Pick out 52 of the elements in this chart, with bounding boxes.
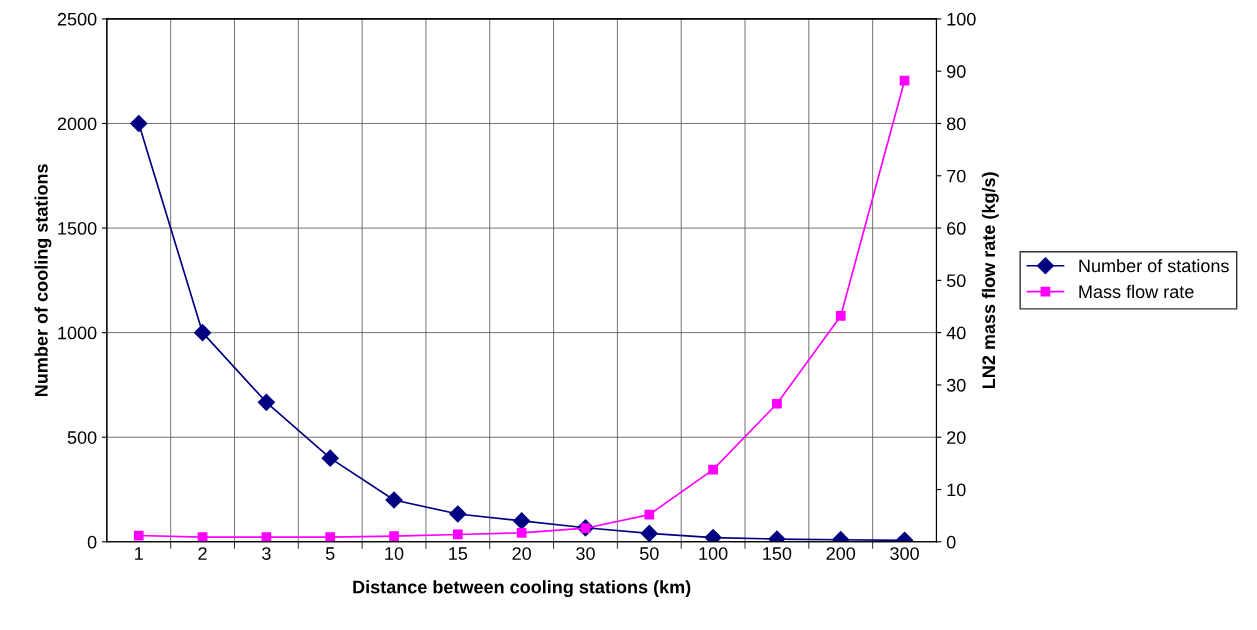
y2-tick-label: 80 [946,117,966,131]
y2-tick-label: 70 [947,169,966,183]
point [452,529,463,540]
point [257,393,275,411]
x-tick-label: 50 [639,547,659,560]
x-tick-label: 200 [826,547,856,560]
point [449,505,467,523]
x-tick-label: 10 [385,547,404,560]
point [325,532,336,542]
point [194,324,212,342]
y2-tick-label: 100 [947,12,976,26]
y-axis-title: Number of cooling stations [34,164,52,396]
y-tick-label: 500 [67,431,97,444]
point [321,449,339,467]
x-tick-label: 1 [135,547,143,560]
y2-tick-label: 60 [947,221,966,235]
point [772,398,782,409]
point [640,524,658,542]
legend-label: Mass flow rate [1079,284,1194,299]
point [644,509,655,520]
point [708,464,718,475]
y-tick-label: 2500 [57,12,97,26]
x-axis-title: Distance between cooling stations (km) [353,580,691,598]
y2-tick-label: 0 [946,535,956,549]
y2-tick-label: 50 [946,274,966,288]
y-tick-label: 1500 [58,221,97,235]
x-tick-label: 5 [325,547,335,560]
x-tick-label: 30 [576,547,595,560]
point [513,512,531,530]
point [516,528,527,538]
y2-tick-label: 40 [946,326,966,340]
legend-label: Number of stations [1079,259,1229,273]
y2-tick-label: 10 [947,483,966,497]
x-tick-label: 20 [512,547,531,560]
y2-axis-title: LN2 mass flow rate (kg/s) [981,172,999,388]
y-tick-label: 1000 [58,326,97,340]
x-tick-label: 15 [449,547,468,560]
x-tick-label: 2 [198,547,207,560]
y-tick-label: 2000 [57,117,97,131]
point [389,531,399,541]
x-tick-label: 100 [699,547,728,560]
point [133,530,144,541]
y-tick-label: 0 [87,535,97,549]
point [835,311,846,321]
x-tick-label: 150 [763,547,792,560]
point [130,114,148,133]
y2-tick-label: 20 [947,431,966,444]
y2-tick-label: 90 [947,65,966,78]
x-tick-label: 300 [890,547,919,560]
x-tick-label: 3 [262,547,271,560]
y2-tick-label: 30 [946,378,966,392]
point [385,491,403,509]
